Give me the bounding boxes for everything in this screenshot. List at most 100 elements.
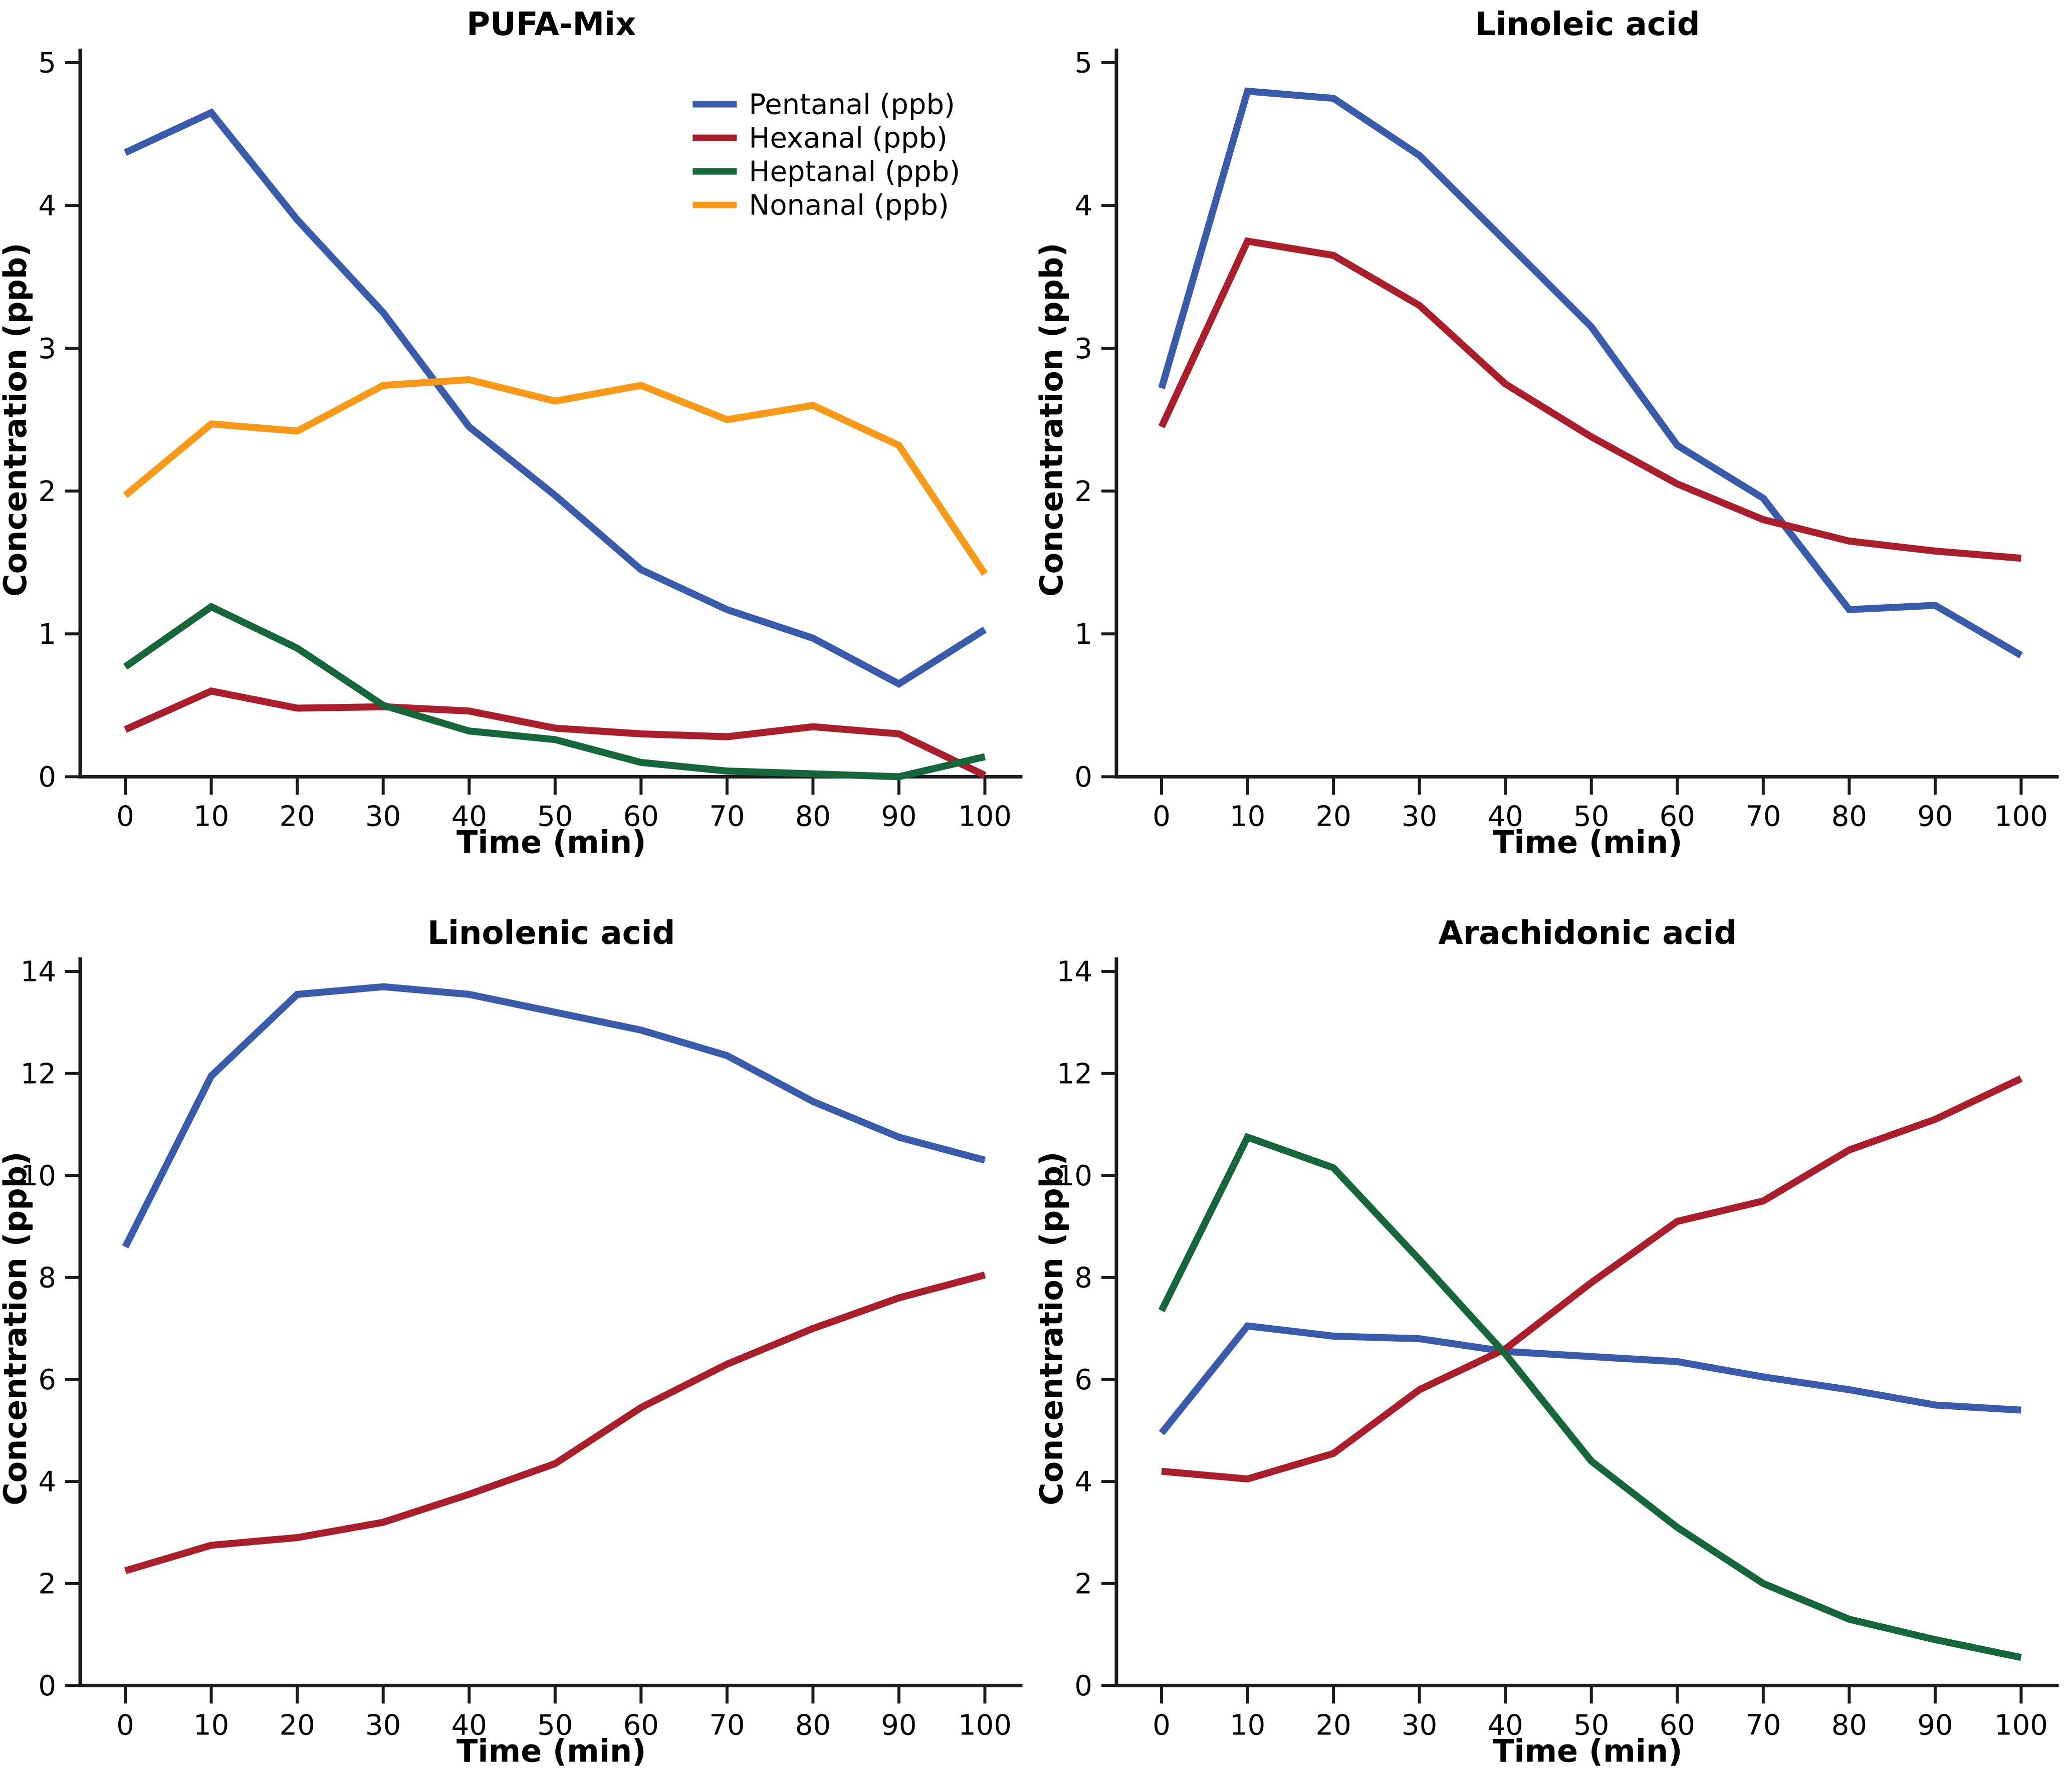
legend-item-pentanal-ppb: Pentanal (ppb)	[693, 89, 955, 121]
series-line-hexanal-ppb	[125, 1275, 985, 1571]
chart-svg-linolenic-acid: Linolenic acid Concentration (ppb) Time …	[0, 884, 1036, 1767]
series-line-hexanal-ppb	[1162, 1079, 2021, 1479]
y-tick-label: 0	[38, 1670, 56, 1702]
y-tick-label: 2	[1074, 475, 1092, 508]
x-tick-label: 10	[1229, 800, 1265, 833]
x-tick-label: 40	[451, 1709, 487, 1742]
chart-svg-pufa-mix: PUFA-Mix Concentration (ppb) Time (min) …	[0, 0, 1036, 884]
y-tick-label: 10	[1056, 1160, 1092, 1192]
y-axis-label: Concentration (ppb)	[0, 1152, 34, 1505]
legend-label: Hexanal (ppb)	[749, 122, 948, 155]
y-tick-label: 0	[1074, 1670, 1092, 1702]
y-tick-label: 0	[1074, 761, 1092, 794]
x-tick-label: 70	[1745, 800, 1781, 833]
legend: Pentanal (ppb)Hexanal (ppb)Heptanal (ppb…	[693, 89, 960, 222]
y-axis-label: Concentration (ppb)	[1036, 243, 1070, 597]
y-tick-label: 10	[21, 1160, 56, 1192]
series-line-pentanal-ppb	[125, 987, 985, 1247]
y-tick-label: 4	[38, 1466, 56, 1498]
x-tick-label: 50	[537, 1709, 573, 1742]
chart-svg-arachidonic-acid: Arachidonic acid Concentration (ppb) Tim…	[1036, 884, 2072, 1767]
x-tick-label: 30	[1402, 1709, 1437, 1742]
legend-label: Heptanal (ppb)	[749, 156, 960, 188]
y-axis-label: Concentration (ppb)	[1036, 1152, 1070, 1505]
x-tick-label: 10	[193, 1709, 229, 1742]
y-tick-label: 4	[1074, 190, 1092, 222]
y-tick-label: 1	[38, 618, 56, 651]
chart-arachidonic-acid: Arachidonic acid Concentration (ppb) Tim…	[1036, 884, 2072, 1767]
y-tick-label: 0	[38, 761, 56, 794]
x-tick-label: 80	[795, 1709, 831, 1742]
x-tick-label: 30	[365, 800, 401, 833]
x-tick-label: 20	[1315, 800, 1351, 833]
y-tick-label: 1	[1074, 618, 1092, 651]
chart-title: PUFA-Mix	[467, 6, 636, 43]
x-tick-label: 20	[1315, 1709, 1351, 1742]
x-tick-label: 60	[1659, 800, 1695, 833]
legend-item-nonanal-ppb: Nonanal (ppb)	[693, 189, 949, 222]
chart-linolenic-acid: Linolenic acid Concentration (ppb) Time …	[0, 884, 1036, 1767]
x-tick-label: 80	[795, 800, 831, 833]
y-tick-label: 5	[1074, 47, 1092, 80]
x-tick-label: 40	[1487, 1709, 1523, 1742]
x-tick-label: 70	[709, 1709, 745, 1742]
chart-linoleic-acid: Linoleic acid Concentration (ppb) Time (…	[1036, 0, 2072, 884]
x-tick-label: 90	[1917, 1709, 1953, 1742]
y-tick-label: 12	[21, 1058, 56, 1091]
x-tick-label: 100	[1994, 1709, 2048, 1742]
x-tick-label: 30	[1402, 800, 1437, 833]
chart-pufa-mix: PUFA-Mix Concentration (ppb) Time (min) …	[0, 0, 1036, 884]
x-tick-label: 40	[451, 800, 487, 833]
x-tick-label: 0	[116, 1709, 134, 1742]
chart-title: Linoleic acid	[1475, 6, 1700, 43]
y-tick-label: 12	[1056, 1058, 1092, 1091]
series-line-hexanal-ppb	[1162, 241, 2021, 558]
y-tick-label: 2	[38, 1568, 56, 1601]
y-ticks: 0 1 2 3 4 5	[1074, 47, 1116, 794]
x-tick-label: 80	[1831, 800, 1867, 833]
y-tick-label: 4	[1074, 1466, 1092, 1498]
series-line-pentanal-ppb	[1162, 91, 2021, 655]
series-line-hexanal-ppb	[125, 691, 985, 775]
legend-label: Pentanal (ppb)	[749, 89, 955, 121]
x-tick-label: 0	[1153, 1709, 1171, 1742]
x-tick-label: 40	[1487, 800, 1523, 833]
x-tick-label: 10	[1229, 1709, 1265, 1742]
y-tick-label: 2	[38, 475, 56, 508]
x-tick-label: 0	[1153, 800, 1171, 833]
y-tick-label: 3	[38, 333, 56, 365]
x-tick-label: 100	[958, 1709, 1012, 1742]
y-tick-label: 3	[1074, 333, 1092, 365]
x-tick-label: 100	[1994, 800, 2048, 833]
x-tick-label: 60	[623, 1709, 659, 1742]
series-line-heptanal-ppb	[125, 607, 985, 777]
y-tick-label: 14	[21, 956, 56, 988]
y-tick-label: 8	[38, 1262, 56, 1295]
x-tick-label: 60	[623, 800, 659, 833]
chart-svg-linoleic-acid: Linoleic acid Concentration (ppb) Time (…	[1036, 0, 2072, 884]
x-tick-label: 20	[280, 800, 315, 833]
x-tick-label: 70	[1745, 1709, 1781, 1742]
y-tick-label: 2	[1074, 1568, 1092, 1601]
x-tick-label: 10	[193, 800, 229, 833]
x-tick-label: 0	[116, 800, 134, 833]
x-tick-label: 90	[1917, 800, 1953, 833]
chart-title: Linolenic acid	[427, 915, 675, 952]
x-tick-label: 90	[881, 800, 916, 833]
series-line-nonanal-ppb	[125, 380, 985, 574]
x-tick-label: 100	[958, 800, 1012, 833]
series-line-pentanal-ppb	[1162, 1326, 2021, 1433]
y-tick-label: 5	[38, 47, 56, 80]
x-tick-label: 70	[709, 800, 745, 833]
axes	[1116, 49, 2058, 779]
axes	[1116, 957, 2058, 1687]
